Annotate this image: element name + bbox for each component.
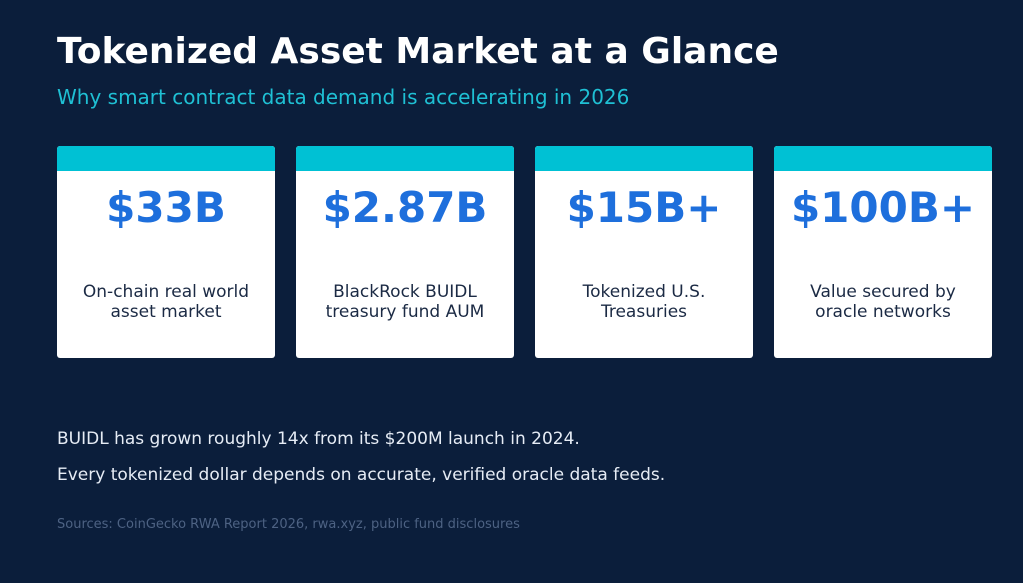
stat-card-tokenized-treasuries: $15B+ Tokenized U.S. Treasuries (535, 146, 753, 358)
stat-label: Value secured by oracle networks (810, 282, 956, 322)
stat-value: $100B+ (790, 183, 976, 232)
card-accent-bar (535, 146, 753, 171)
stat-value: $33B (106, 183, 226, 232)
stat-label: On-chain real world asset market (82, 282, 250, 322)
card-accent-bar (774, 146, 992, 171)
stat-value: $2.87B (322, 183, 488, 232)
stat-value: $15B+ (566, 183, 722, 232)
stat-label: Tokenized U.S. Treasuries (582, 282, 706, 322)
stat-card-rwa-market: $33B On-chain real world asset market (57, 146, 275, 358)
stat-cards: $33B On-chain real world asset market $2… (57, 146, 992, 358)
note-oracle-dependency: Every tokenized dollar depends on accura… (57, 465, 666, 485)
sources-footnote: Sources: CoinGecko RWA Report 2026, rwa.… (57, 517, 520, 532)
card-accent-bar (57, 146, 275, 171)
stat-card-oracle-value: $100B+ Value secured by oracle networks (774, 146, 992, 358)
stat-label: BlackRock BUIDL treasury fund AUM (325, 282, 485, 322)
note-buidl-growth: BUIDL has grown roughly 14x from its $20… (57, 429, 580, 449)
card-accent-bar (296, 146, 514, 171)
stat-card-buidl-aum: $2.87B BlackRock BUIDL treasury fund AUM (296, 146, 514, 358)
page-subtitle: Why smart contract data demand is accele… (57, 85, 630, 109)
page-title: Tokenized Asset Market at a Glance (57, 31, 779, 72)
